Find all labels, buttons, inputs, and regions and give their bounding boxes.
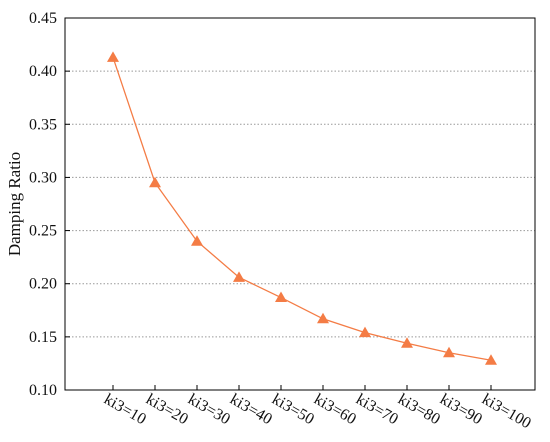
y-tick-label: 0.45 <box>29 10 57 27</box>
marker <box>485 354 497 365</box>
x-tick-label: ki3=50 <box>269 391 317 428</box>
x-tick-label: ki3=30 <box>185 391 233 428</box>
y-tick-label: 0.40 <box>29 63 57 80</box>
x-tick-label: ki3=80 <box>395 391 443 428</box>
marker <box>317 312 329 324</box>
x-tick-label: ki3=60 <box>311 391 359 428</box>
y-tick-label: 0.10 <box>29 382 57 399</box>
x-tick-label: ki3=40 <box>227 391 275 428</box>
marker <box>149 176 161 188</box>
x-tick-label: ki3=10 <box>101 391 149 428</box>
x-tick-label: ki3=70 <box>353 391 401 428</box>
y-tick-label: 0.20 <box>29 276 57 293</box>
marker <box>275 291 287 303</box>
marker <box>401 337 413 348</box>
y-tick-label: 0.30 <box>29 169 57 186</box>
marker <box>233 271 245 282</box>
x-tick-label: ki3=90 <box>437 391 485 428</box>
line <box>112 57 492 361</box>
y-tick-label: 0.15 <box>29 329 57 346</box>
marker <box>359 326 371 338</box>
y-axis-label: Damping Ratio <box>5 152 24 256</box>
y-tick-label: 0.35 <box>29 116 57 133</box>
marker <box>443 346 455 358</box>
marker <box>107 51 119 62</box>
plot-frame <box>64 17 536 391</box>
x-tick-label: ki3=20 <box>143 391 191 428</box>
marker <box>191 235 203 246</box>
y-tick-label: 0.25 <box>29 223 57 240</box>
x-tick-label: ki3=100 <box>479 391 534 432</box>
